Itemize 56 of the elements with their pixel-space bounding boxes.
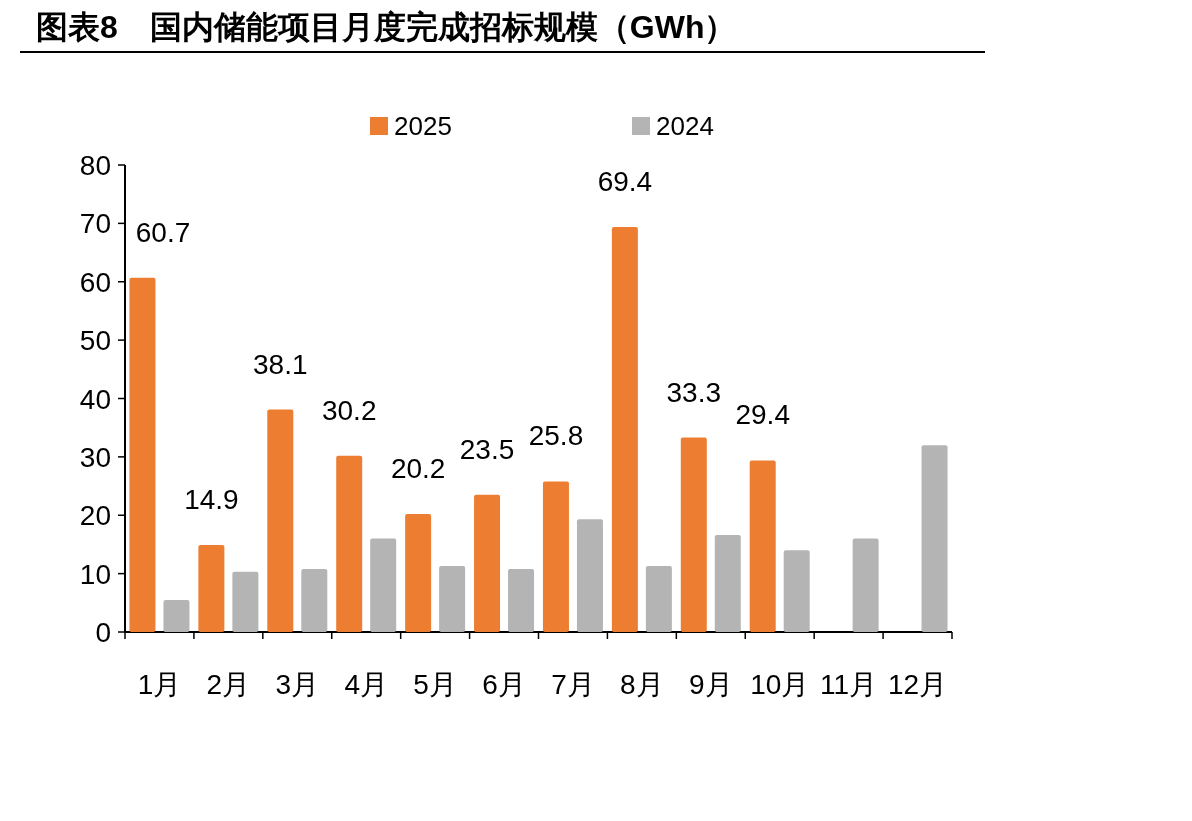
bar: [232, 571, 259, 632]
bar: [542, 481, 569, 632]
bar: [301, 568, 328, 632]
bar: [508, 568, 535, 632]
bar: [198, 545, 225, 632]
bar: [611, 226, 638, 632]
x-tick-label: 5月: [413, 669, 457, 700]
x-tick-label: 9月: [689, 669, 733, 700]
y-tick-label: 50: [79, 325, 111, 357]
bar: [576, 519, 603, 632]
bar: [680, 437, 707, 632]
bar: [921, 445, 948, 632]
y-tick-label: 60: [79, 266, 111, 298]
data-label: 30.2: [321, 394, 377, 426]
data-label: 60.7: [135, 216, 191, 248]
bar: [439, 566, 466, 632]
x-tick-label: 10月: [750, 669, 810, 700]
chart-title: 图表8 国内储能项目月度完成招标规模（GWh）: [36, 9, 737, 45]
y-tick-label: 20: [79, 500, 111, 532]
bar: [129, 277, 156, 632]
y-tick-label: 40: [79, 383, 111, 415]
x-tick-label: 4月: [344, 669, 388, 700]
y-tick-label: 0: [95, 617, 111, 648]
data-label: 23.5: [459, 433, 515, 465]
y-tick-label: 70: [79, 208, 111, 240]
y-tick-label: 10: [79, 558, 111, 590]
bar: [370, 538, 397, 632]
data-label: 29.4: [735, 399, 790, 431]
y-tick-label: 80: [79, 150, 111, 181]
x-tick-label: 12月: [887, 669, 948, 700]
data-label: 14.9: [184, 484, 239, 516]
legend-label: 2024: [656, 111, 714, 141]
bar: [645, 566, 672, 632]
x-tick-label: 8月: [620, 669, 664, 700]
bar: [163, 599, 190, 632]
x-tick-label: 1月: [137, 669, 182, 700]
data-label: 20.2: [390, 453, 446, 485]
bar: [852, 538, 879, 632]
data-label: 25.8: [528, 420, 584, 452]
bar: [405, 514, 432, 632]
x-tick-label: 6月: [482, 669, 526, 700]
data-label: 69.4: [597, 165, 653, 197]
bar: [267, 409, 294, 632]
bar: [783, 550, 810, 632]
x-tick-label: 3月: [275, 669, 320, 700]
x-tick-label: 7月: [551, 669, 595, 700]
legend-label: 2025: [394, 111, 452, 141]
bar: [749, 460, 776, 632]
data-label: 33.3: [666, 376, 722, 408]
bar: [336, 455, 363, 632]
x-tick-label: 11月: [820, 669, 878, 700]
y-tick-label: 30: [79, 441, 111, 473]
bar: [714, 535, 741, 632]
x-tick-label: 2月: [206, 669, 251, 700]
bar: [474, 494, 501, 632]
data-label: 38.1: [253, 348, 308, 380]
